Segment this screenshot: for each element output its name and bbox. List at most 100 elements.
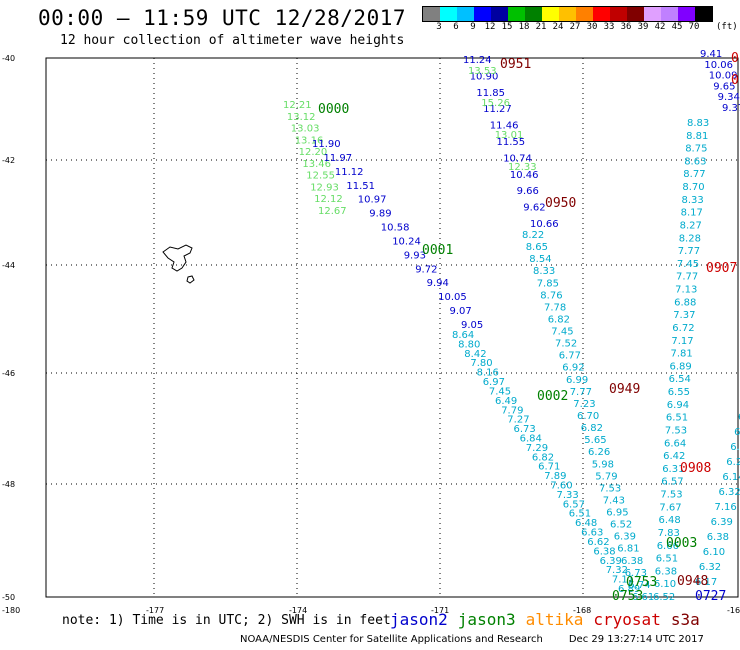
wave-height-label: 6.61 <box>632 592 654 603</box>
wave-height-label: 6.38 <box>655 566 677 577</box>
wave-height-label: 6.62 <box>587 537 609 548</box>
wave-height-label: 13.53 <box>468 66 497 77</box>
lat-lon-grid <box>45 57 739 598</box>
wave-height-label: 7.23 <box>573 399 595 410</box>
wave-height-label: 10.46 <box>510 170 539 181</box>
color-swatch <box>491 7 508 21</box>
latitude-label: -40 <box>2 54 15 63</box>
color-scale-tick: 27 <box>569 22 581 32</box>
wave-height-label: 12.67 <box>318 206 347 217</box>
color-scale-tick: 21 <box>535 22 547 32</box>
latitude-label: -50 <box>2 593 15 602</box>
wave-height-label: 8.63 <box>684 156 706 167</box>
wave-height-label: 9.89 <box>369 209 391 220</box>
footer-timestamp: Dec 29 13:27:14 UTC 2017 <box>568 634 704 645</box>
wave-height-label: 8.64 <box>452 330 474 341</box>
wave-height-label: 6.64 <box>664 438 686 449</box>
wave-height-label: 6.38 <box>621 556 643 567</box>
wave-height-label: 6.48 <box>575 518 597 529</box>
wave-height-label: 7.11 <box>612 575 634 586</box>
color-scale-unit: (ft) <box>716 22 738 32</box>
wave-height-label: 12.93 <box>310 182 339 193</box>
wave-height-label: 6.33 <box>734 427 740 438</box>
wave-height-label: 11.85 <box>476 88 505 99</box>
wave-height-label: 6.70 <box>577 411 599 422</box>
wave-height-label: 8.76 <box>540 290 562 301</box>
color-swatch <box>423 7 440 21</box>
color-scale-tick: 3 <box>436 22 442 32</box>
wave-height-label: 11.12 <box>335 167 364 178</box>
note-text: note: 1) Time is in UTC; 2) SWH is in fe… <box>62 613 391 628</box>
color-swatch <box>457 7 474 21</box>
pass-time-label: 0951 <box>500 57 531 72</box>
wave-height-label: 6.26 <box>588 447 610 458</box>
color-scale-tick: 39 <box>637 22 649 32</box>
wave-height-label: 7.77 <box>678 246 700 257</box>
color-swatch <box>627 7 644 21</box>
wave-height-label: 6.66 <box>657 541 679 552</box>
wave-height-label: 6.82 <box>532 452 554 463</box>
wave-height-label: 7.77 <box>676 272 698 283</box>
wave-height-label: 7.33 <box>557 490 579 501</box>
pass-time-label: 0908 <box>680 461 711 476</box>
wave-height-label: 6.71 <box>538 462 560 473</box>
wave-height-label: 13.16 <box>295 135 324 146</box>
pass-time-label: 0003 <box>666 536 697 551</box>
wave-height-label: 6.52 <box>653 592 675 603</box>
wave-height-label: 6.51 <box>666 413 688 424</box>
footer-credit: NOAA/NESDIS Center for Satellite Applica… <box>240 634 543 645</box>
legend-item-s3a: s3a <box>670 610 700 629</box>
wave-height-label: 6.42 <box>663 451 685 462</box>
wave-height-label: 9.37 <box>722 103 740 114</box>
wave-height-label: 8.83 <box>687 118 709 129</box>
wave-height-label: 10.05 <box>438 292 467 303</box>
wave-height-label: 7.53 <box>665 426 687 437</box>
wave-height-label: 8.80 <box>458 339 480 350</box>
pass-time-label: 0000 <box>318 102 349 117</box>
wave-height-label: 9.94 <box>427 278 449 289</box>
wave-height-label: 7.53 <box>599 483 621 494</box>
wave-height-label: 12.20 <box>299 147 328 158</box>
latitude-label: -44 <box>2 261 15 270</box>
wave-height-label: 6.10 <box>654 579 676 590</box>
wave-height-label: 11.51 <box>346 181 375 192</box>
wave-height-label: 11.97 <box>324 153 353 164</box>
wave-height-label: 7.32 <box>606 565 628 576</box>
map-title: 00:00 – 11:59 UTC 12/28/2017 <box>38 6 407 30</box>
longitude-label: -171 <box>431 606 449 615</box>
wave-height-label: 6.73 <box>514 424 536 435</box>
wave-height-label: 11.55 <box>497 137 526 148</box>
pass-time-label: 0002 <box>537 389 568 404</box>
color-scale-tick: 6 <box>453 22 459 32</box>
color-swatch <box>525 7 542 21</box>
wave-height-label: 7.81 <box>671 349 693 360</box>
wave-height-label: 10.90 <box>470 71 499 82</box>
wave-height-label: 10.24 <box>392 237 421 248</box>
color-swatch <box>695 7 712 21</box>
wave-height-label: 10.97 <box>358 195 387 206</box>
wave-height-label: 6.88 <box>674 297 696 308</box>
color-swatch <box>661 7 678 21</box>
wave-height-label: 6.89 <box>670 361 692 372</box>
wave-height-label: 10.74 <box>503 153 532 164</box>
color-scale-tick: 42 <box>654 22 666 32</box>
pass-time-label: 0001 <box>422 243 453 258</box>
wave-height-label: 6.84 <box>520 434 542 445</box>
wave-height-label: 6.32 <box>719 487 740 498</box>
wave-height-label: 6.74 <box>628 580 650 591</box>
latitude-label: -48 <box>2 480 15 489</box>
wave-height-label: 7.45 <box>489 386 511 397</box>
wave-height-label: 6.77 <box>559 351 581 362</box>
wave-height-label: 6.38 <box>593 546 615 557</box>
color-swatch <box>440 7 457 21</box>
pass-time-label: 0907 <box>706 261 737 276</box>
wave-height-label: 7.80 <box>470 358 492 369</box>
wave-height-label: 7.16 <box>715 502 737 513</box>
wave-height-label: 6.14 <box>722 472 740 483</box>
wave-height-label: 6.40 <box>738 412 740 423</box>
wave-height-label: 7.37 <box>673 310 695 321</box>
wave-height-label: 7.52 <box>555 339 577 350</box>
pass-time-label: 0 <box>731 73 739 88</box>
wave-height-label: 8.65 <box>526 242 548 253</box>
